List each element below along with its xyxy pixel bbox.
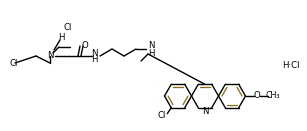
Text: N: N	[91, 48, 97, 58]
Text: Cl: Cl	[9, 59, 17, 67]
Text: CH₃: CH₃	[265, 91, 280, 100]
Text: H: H	[148, 48, 154, 58]
Text: N: N	[202, 107, 208, 116]
Text: H: H	[58, 34, 64, 42]
Text: N: N	[148, 42, 154, 50]
Text: N: N	[47, 51, 53, 61]
Text: O: O	[253, 91, 260, 100]
Text: H·Cl: H·Cl	[282, 61, 300, 70]
Text: Cl: Cl	[64, 23, 72, 32]
Text: O: O	[82, 40, 88, 50]
Text: H: H	[91, 56, 97, 64]
Text: Cl: Cl	[157, 111, 165, 120]
